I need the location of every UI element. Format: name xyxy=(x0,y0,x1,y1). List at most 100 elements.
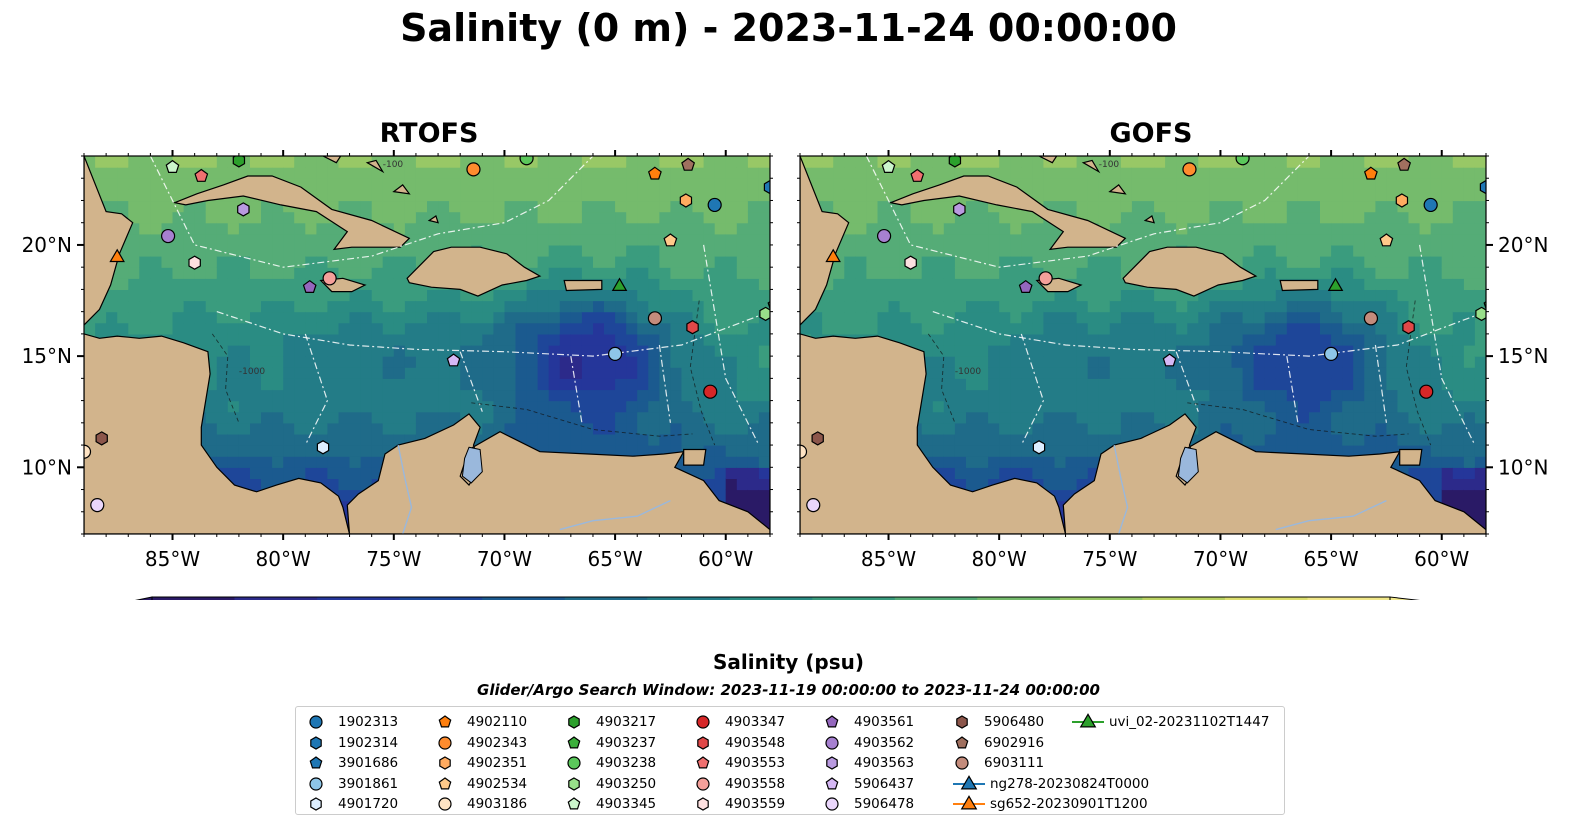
salinity-cell xyxy=(932,422,945,435)
salinity-cell xyxy=(1054,456,1067,468)
salinity-cell xyxy=(482,189,494,202)
salinity-cell xyxy=(648,256,660,268)
salinity-cell xyxy=(604,256,616,268)
salinity-cell xyxy=(371,256,384,268)
salinity-cell xyxy=(1043,333,1056,346)
salinity-cell xyxy=(95,156,107,168)
salinity-cell xyxy=(360,456,373,468)
salinity-cell xyxy=(758,500,770,513)
salinity-cell xyxy=(371,467,384,479)
salinity-cell xyxy=(139,167,151,179)
salinity-cell xyxy=(692,300,705,313)
salinity-cell xyxy=(227,333,240,346)
salinity-cell xyxy=(692,233,705,246)
marker-4903345 xyxy=(881,159,896,173)
salinity-cell xyxy=(1297,200,1310,213)
salinity-cell xyxy=(615,300,627,313)
salinity-cell xyxy=(382,267,395,279)
salinity-cell xyxy=(1452,378,1465,391)
salinity-cell xyxy=(1043,478,1056,491)
salinity-cell xyxy=(393,433,406,446)
salinity-cell xyxy=(659,400,672,413)
salinity-cell xyxy=(238,244,251,257)
salinity-cell xyxy=(548,322,561,335)
salinity-cell xyxy=(1253,289,1266,302)
salinity-cell xyxy=(305,167,317,179)
salinity-cell xyxy=(150,189,163,202)
salinity-cell xyxy=(1131,333,1144,346)
salinity-cell xyxy=(593,178,605,190)
salinity-cell xyxy=(648,322,660,335)
salinity-cell xyxy=(1452,322,1465,335)
marker-4903347 xyxy=(703,384,718,399)
salinity-cell xyxy=(216,456,229,468)
salinity-cell xyxy=(1386,189,1399,202)
salinity-cell xyxy=(1109,345,1122,357)
salinity-cell xyxy=(261,433,273,446)
salinity-cell xyxy=(747,456,760,468)
salinity-cell xyxy=(548,333,561,346)
salinity-cell xyxy=(526,322,539,335)
salinity-cell xyxy=(736,389,749,402)
salinity-cell xyxy=(471,233,483,246)
salinity-cell xyxy=(977,167,989,179)
salinity-cell xyxy=(1076,278,1089,290)
salinity-cell xyxy=(1474,167,1486,179)
salinity-cell xyxy=(1098,244,1111,257)
salinity-cell xyxy=(559,378,572,391)
salinity-cell xyxy=(1320,433,1332,446)
salinity-cell xyxy=(1109,278,1122,290)
salinity-cell xyxy=(338,333,351,346)
salinity-cell xyxy=(932,289,945,302)
salinity-cell xyxy=(1309,244,1321,257)
salinity-cell xyxy=(1309,256,1321,268)
salinity-cell xyxy=(1220,278,1233,290)
y-tick-label: 15°N xyxy=(22,344,72,368)
salinity-cell xyxy=(1408,300,1421,313)
marker-1902313 xyxy=(1423,197,1438,213)
salinity-cell xyxy=(758,511,770,524)
salinity-cell xyxy=(910,311,923,324)
salinity-cell xyxy=(1109,167,1122,179)
salinity-cell xyxy=(305,156,317,168)
salinity-cell xyxy=(999,422,1011,435)
salinity-cell xyxy=(1253,222,1266,235)
salinity-cell xyxy=(1209,411,1222,424)
salinity-cell xyxy=(648,156,660,168)
salinity-cell xyxy=(1120,356,1133,368)
salinity-cell xyxy=(888,311,901,324)
salinity-cell xyxy=(1231,178,1244,190)
salinity-cell xyxy=(714,278,727,290)
salinity-cell xyxy=(681,300,694,313)
salinity-cell xyxy=(1320,178,1332,190)
salinity-cell xyxy=(1441,433,1454,446)
salinity-cell xyxy=(593,267,605,279)
salinity-cell xyxy=(1474,189,1486,202)
x-tick-label: 80°W xyxy=(972,547,1027,571)
salinity-cell xyxy=(382,211,395,224)
salinity-cell xyxy=(1474,256,1486,268)
salinity-cell xyxy=(1242,356,1255,368)
salinity-cell xyxy=(1430,300,1443,313)
legend-label: 5906437 xyxy=(854,775,915,792)
salinity-cell xyxy=(581,222,594,235)
salinity-cell xyxy=(1463,422,1476,435)
salinity-cell xyxy=(921,356,934,368)
salinity-cell xyxy=(338,178,351,190)
salinity-cell xyxy=(1419,278,1432,290)
salinity-cell xyxy=(294,400,306,413)
salinity-cell xyxy=(427,289,439,302)
salinity-cell xyxy=(1253,367,1266,379)
salinity-cell xyxy=(681,367,694,379)
salinity-cell xyxy=(659,156,672,168)
salinity-cell xyxy=(1043,433,1056,446)
salinity-cell xyxy=(1098,422,1111,435)
salinity-cell xyxy=(570,445,583,457)
salinity-cell xyxy=(1154,389,1166,402)
salinity-cell xyxy=(415,211,428,224)
salinity-cell xyxy=(692,156,705,168)
salinity-cell xyxy=(581,400,594,413)
salinity-cell xyxy=(526,278,539,290)
salinity-cell xyxy=(1021,233,1033,246)
salinity-cell xyxy=(1353,256,1365,268)
